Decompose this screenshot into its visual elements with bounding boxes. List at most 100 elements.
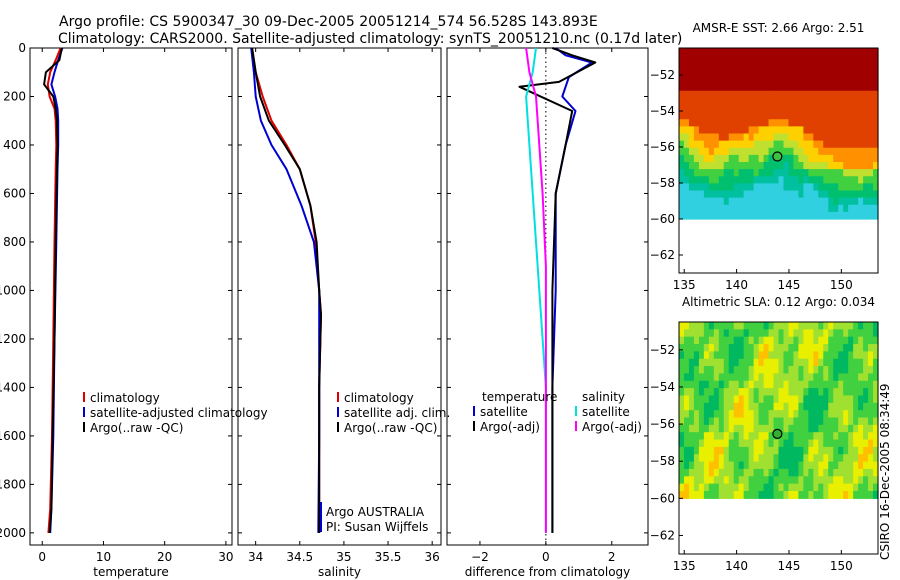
map-cell [708,483,715,492]
map-cell [798,112,804,120]
map-cell [683,126,690,135]
map-cell [768,366,775,375]
map-cell [679,395,685,404]
map-cell [679,55,685,63]
map-cell [793,97,799,106]
map-cell [688,62,695,70]
map-cell [748,322,755,330]
map-cell [863,119,869,127]
map-cell [703,204,710,213]
map-cell [693,112,700,120]
map-cell [848,417,854,426]
map-cell [768,322,775,330]
map-cell [683,162,690,170]
map-cell [693,329,700,338]
map-cell [753,424,760,433]
map-cell [703,48,710,56]
map-cell [838,83,844,92]
map-cell [813,344,819,352]
map-cell [778,380,785,389]
map-cell [858,468,864,477]
map-cell [793,461,799,470]
map-cell [838,190,844,199]
map-cell [733,62,740,70]
map-cell [778,126,785,135]
map-cell [688,97,695,106]
map-cell [848,204,854,213]
map-cell [683,76,690,85]
map-cell [698,476,705,485]
map-cell [848,211,854,220]
map-cell [868,204,874,213]
map-cell [848,380,854,389]
map-cell [768,380,775,389]
map-cell [703,351,710,360]
map-cell [798,380,804,389]
map-cell [788,169,795,177]
map-cell [693,105,700,113]
map-cell [778,373,785,382]
map-cell [818,76,824,85]
map-cell [838,204,844,213]
map-cell [778,336,785,345]
map-cell [833,490,839,499]
map-cell [798,329,804,338]
map-cell [679,336,685,345]
map-cell [778,366,785,375]
map-cell [728,83,735,92]
map-cell [708,358,715,367]
map-cell [798,322,804,330]
map-cell [763,119,770,127]
map-cell [793,83,799,92]
map-cell [793,204,799,213]
map-cell [743,105,750,113]
map-cell [768,344,775,352]
map-cell [828,322,834,330]
map-cell [863,69,869,78]
map-cell [788,358,795,367]
map-cell [698,204,705,213]
map-cell [778,119,785,127]
map-cell [679,461,685,470]
map-cell [763,211,770,220]
map-cell [833,69,839,78]
map-cell [768,55,775,63]
map-cell [858,133,864,142]
map-cell [753,476,760,485]
map-cell [803,211,809,220]
plot-frame [446,47,649,546]
map-cell [808,417,814,426]
map-cell [798,90,804,99]
map-cell [718,97,725,106]
map-cell [758,366,765,375]
map-cell [838,162,844,170]
map-cell [783,97,790,106]
map-cell [808,90,814,99]
map-cell [683,344,690,352]
map-cell [723,154,730,163]
map-cell [713,90,720,99]
map-cell [763,62,770,70]
map-cell [798,402,804,411]
map-cell [788,97,795,106]
map-cell [738,439,745,448]
x-tick-label: 35.5 [375,550,402,564]
map-cell [679,410,685,419]
map-cell [753,344,760,352]
map-cell [783,140,790,149]
map-cell [783,351,790,360]
map-cell [848,55,854,63]
map-cell [773,162,780,170]
map-cell [738,388,745,397]
map-cell [863,140,869,149]
map-cell [793,62,799,70]
map-cell [783,417,790,426]
map-cell [768,162,775,170]
map-cell [778,133,785,142]
map-cell [873,190,879,199]
map-cell [783,183,790,192]
map-frame [678,321,879,555]
map-cell [813,358,819,367]
x-tick-label: 35 [336,550,351,564]
map-cell [743,329,750,338]
